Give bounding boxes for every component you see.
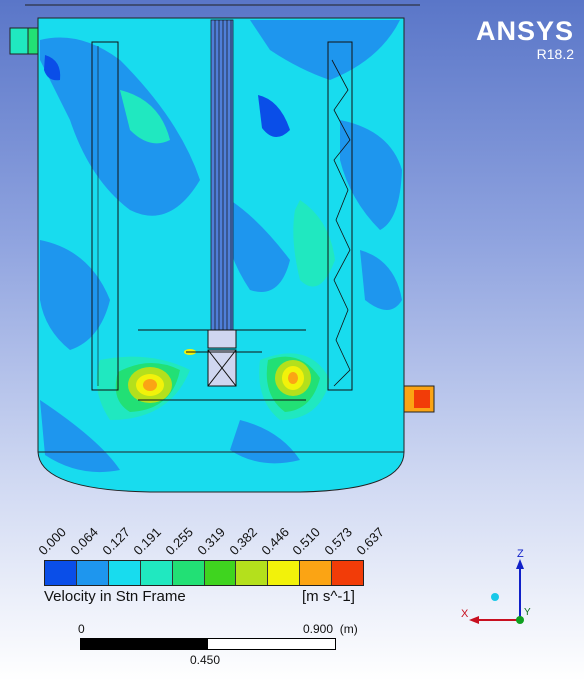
inlet-pipe-flange [27, 27, 39, 55]
legend-tick-label: 0.319 [194, 524, 229, 558]
legend-color-cell [204, 561, 237, 585]
legend-color-cell [236, 561, 269, 585]
outlet-pipe-core [414, 390, 430, 408]
legend-tick-label: 0.637 [353, 524, 388, 558]
axis-triad[interactable]: Z X Y [455, 545, 535, 630]
scale-end-value: 0.900 [303, 622, 334, 636]
scale-end: 0.900 (m) [303, 622, 358, 636]
legend-colorbar [44, 560, 364, 586]
baffle-right-mesh [331, 59, 351, 387]
legend-ticks: 0.000 0.064 0.127 0.191 0.255 0.319 0.382 0.446… [35, 510, 387, 558]
color-legend[interactable]: 0.000 0.064 0.127 0.191 0.255 0.319 0.382 0.446… [35, 510, 387, 610]
legend-color-cell [108, 561, 141, 585]
scale-unit: (m) [339, 622, 358, 636]
legend-tick-label: 0.127 [98, 524, 133, 558]
scale-mid: 0.450 [190, 653, 221, 667]
lowest-velocity-regions [44, 55, 290, 138]
legend-color-cell [45, 561, 77, 585]
legend-tick-label: 0.191 [130, 524, 165, 558]
impeller-shaft [210, 19, 234, 333]
baffle-right [327, 41, 353, 391]
axis-triad-graphic: Z X Y [461, 548, 531, 624]
legend-color-cell [140, 561, 173, 585]
scale-bar [80, 638, 336, 650]
scale-start: 0 [78, 622, 85, 636]
legend-tick-label: 0.255 [162, 524, 197, 558]
legend-color-cell [76, 561, 109, 585]
legend-tick-label: 0.510 [289, 524, 324, 558]
brand-name: ANSYS [475, 16, 574, 46]
ansys-logo: ANSYS R18.2 [476, 18, 574, 63]
legend-color-cell [172, 561, 205, 585]
high-velocity-regions [128, 349, 311, 403]
legend-tick-label: 0.382 [226, 524, 260, 558]
impeller [186, 329, 262, 387]
legend-color-cell [332, 561, 364, 585]
legend-units: [m s^-1] [302, 588, 355, 605]
scale-bar-filled [81, 639, 208, 649]
axis-y-label: Y [524, 607, 531, 618]
brand-version: R18.2 [536, 46, 574, 62]
legend-color-cell [268, 561, 301, 585]
axis-z-label: Z [517, 548, 524, 560]
legend-variable: Velocity in Stn Frame [44, 588, 186, 605]
contour-plot[interactable] [0, 0, 584, 500]
legend-tick-label: 0.573 [321, 524, 356, 558]
legend-tick-label: 0.064 [67, 524, 101, 558]
axis-x-label: X [461, 608, 469, 620]
length-scale: 0 0.900 (m) 0.450 [78, 620, 378, 670]
legend-tick-label: 0.000 [35, 524, 70, 558]
low-velocity-regions [40, 20, 402, 473]
baffle-left [91, 41, 119, 391]
legend-color-cell [300, 561, 333, 585]
legend-tick-label: 0.446 [257, 524, 292, 558]
